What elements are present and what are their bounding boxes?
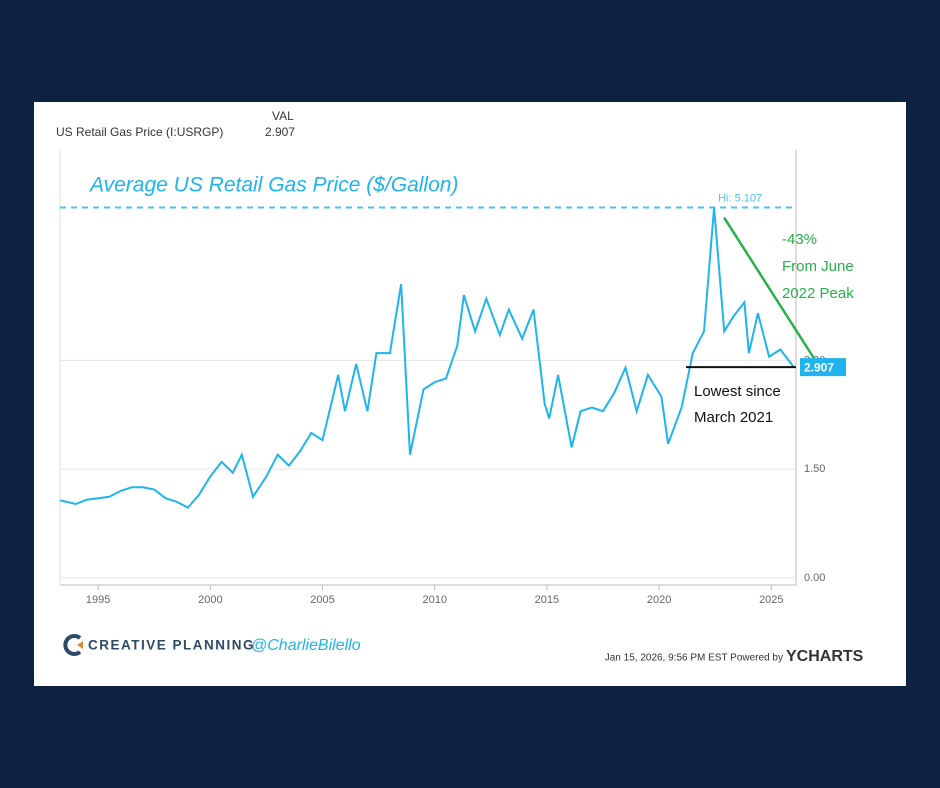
drop-note: 2022 Peak (782, 285, 854, 302)
handle: @CharlieBilello (251, 637, 361, 654)
logo-accent (77, 641, 83, 649)
low-note: Lowest since (694, 383, 781, 400)
timestamp: Jan 15, 2026, 9:56 PM EST Powered by (605, 653, 783, 664)
header-name: US Retail Gas Price (I:USRGP) (56, 125, 223, 139)
drop-note: -43% (782, 231, 817, 248)
brand-logo (63, 634, 83, 656)
y-tick-label: 1.50 (804, 463, 825, 475)
x-tick-label: 2015 (535, 594, 559, 606)
last-value: 2.907 (804, 360, 834, 374)
x-tick-label: 2010 (422, 594, 446, 606)
x-tick-label: 2020 (647, 594, 671, 606)
source: YCHARTS (786, 648, 864, 665)
drop-note: From June (782, 258, 854, 275)
brand-name: CREATIVE PLANNING (88, 638, 255, 653)
x-tick-label: 2000 (198, 594, 222, 606)
x-tick-label: 2005 (310, 594, 334, 606)
logo-mark (63, 634, 82, 656)
panel (34, 102, 906, 686)
x-tick-label: 2025 (759, 594, 783, 606)
last-value-badge (800, 358, 846, 377)
price-line (59, 207, 795, 509)
drop-arrow (723, 216, 817, 362)
header-value: 2.907 (265, 125, 295, 139)
header-column: VAL (272, 109, 294, 123)
chart-title: Average US Retail Gas Price ($/Gallon) (88, 174, 458, 197)
x-tick-label: 1995 (86, 594, 110, 606)
low-note: March 2021 (694, 409, 773, 426)
peak-label: Hi: 5.107 (718, 192, 762, 204)
y-tick-label: 0.00 (804, 572, 825, 584)
